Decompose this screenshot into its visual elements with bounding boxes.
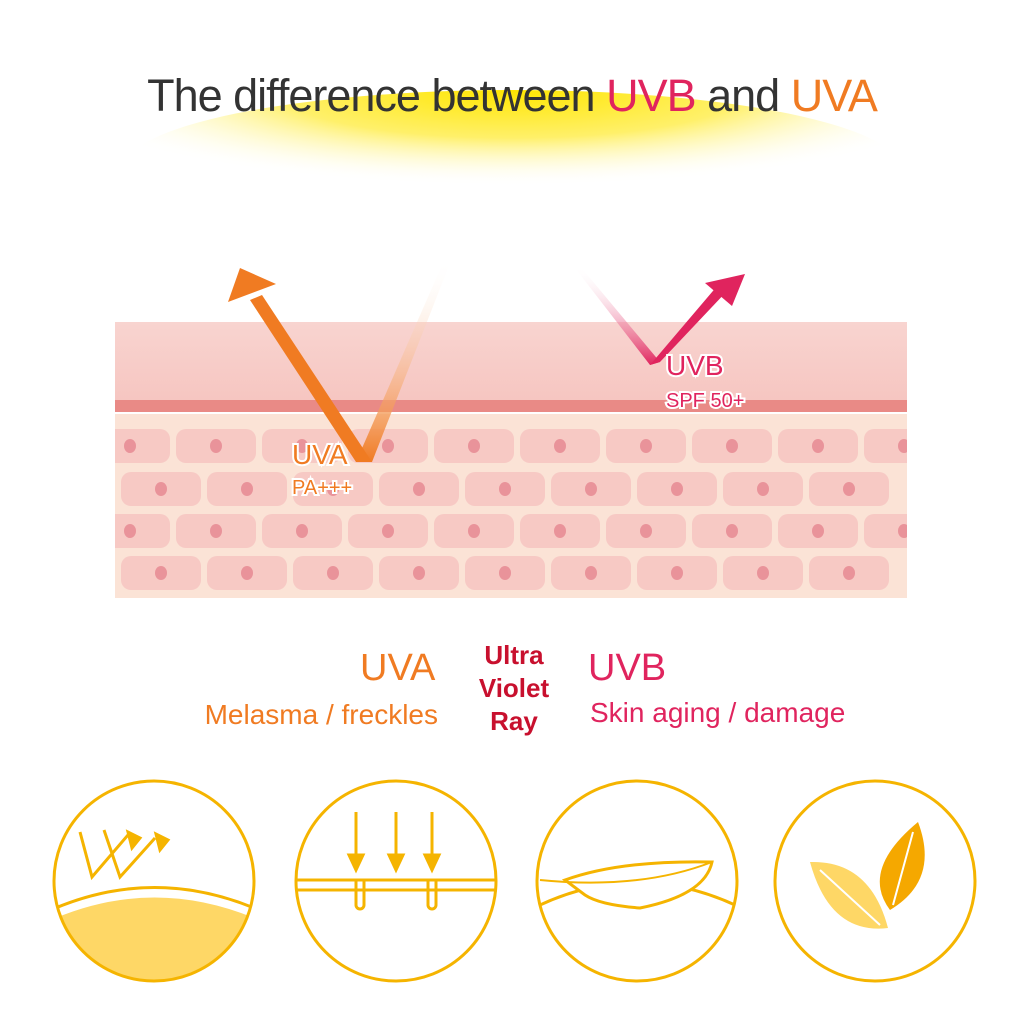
cell-nucleus (812, 524, 824, 538)
skin-cell (4, 429, 84, 463)
cell-nucleus (640, 439, 652, 453)
skin-cell (35, 472, 115, 506)
cell-nucleus (210, 439, 222, 453)
cell-nucleus (241, 482, 253, 496)
uva-arrowhead (228, 268, 276, 302)
skin-cell (115, 514, 170, 548)
cell-nucleus (413, 566, 425, 580)
cell-nucleus (69, 482, 81, 496)
skin-cell (0, 472, 29, 506)
legend-uva-desc: Melasma / freckles (205, 699, 438, 730)
cell-nucleus (413, 482, 425, 496)
title-text: The difference between (147, 70, 607, 121)
epidermis-layer (115, 322, 907, 410)
cell-nucleus (155, 482, 167, 496)
cell-nucleus (124, 439, 136, 453)
uva-ray-in (356, 258, 452, 462)
cell-nucleus (124, 524, 136, 538)
uva-rating: PA+++ (292, 477, 352, 499)
cell-nucleus (812, 439, 824, 453)
skin-boundary (115, 400, 907, 412)
skin-cell (864, 429, 907, 463)
skin-cell (0, 556, 29, 590)
leaves-icon (773, 779, 977, 983)
uvb-ray-out (650, 285, 728, 365)
skin-cell (4, 514, 84, 548)
cell-nucleus (757, 482, 769, 496)
cell-nucleus (468, 524, 480, 538)
title-text: and (695, 70, 791, 121)
cell-nucleus (155, 566, 167, 580)
cell-nucleus (671, 566, 683, 580)
cell-nucleus (38, 524, 50, 538)
cell-nucleus (898, 524, 907, 538)
legend-uvb-title: UVB (588, 647, 666, 689)
skin-cell (35, 556, 115, 590)
cell-nucleus (640, 524, 652, 538)
cell-nucleus (38, 439, 50, 453)
skin-cell (115, 429, 170, 463)
cell-nucleus (69, 566, 81, 580)
cell-nucleus (210, 524, 222, 538)
legend-center-line: Ultra (484, 640, 544, 670)
uvb-label: UVB (666, 350, 724, 381)
uva-ray-out (250, 295, 372, 462)
skin-cells (0, 429, 907, 590)
cell-nucleus (843, 482, 855, 496)
penetration-icon (294, 779, 498, 983)
cell-nucleus (382, 524, 394, 538)
cell-nucleus (327, 482, 339, 496)
cell-nucleus (499, 566, 511, 580)
cell-nucleus (468, 439, 480, 453)
uvb-ray-in (575, 266, 660, 365)
skin-cell (864, 514, 907, 548)
cell-nucleus (898, 439, 907, 453)
cell-nucleus (843, 566, 855, 580)
uvb-arrowhead (705, 274, 745, 306)
cell-nucleus (585, 482, 597, 496)
cell-nucleus (241, 566, 253, 580)
reflection-icon (52, 779, 256, 983)
cell-nucleus (499, 482, 511, 496)
legend-uvb-desc: Skin aging / damage (590, 697, 845, 728)
cell-nucleus (382, 439, 394, 453)
feather-icon (535, 779, 739, 983)
uva-label: UVA (292, 439, 348, 470)
cell-nucleus (726, 439, 738, 453)
title-uvb: UVB (606, 70, 697, 121)
cell-nucleus (296, 439, 308, 453)
cell-nucleus (296, 524, 308, 538)
sun-glow (122, 90, 902, 250)
cell-nucleus (726, 524, 738, 538)
uvb-rating: SPF 50+ (666, 390, 744, 412)
cell-nucleus (554, 439, 566, 453)
cell-nucleus (757, 566, 769, 580)
legend-center-line: Ray (490, 706, 538, 736)
cell-nucleus (554, 524, 566, 538)
cell-nucleus (585, 566, 597, 580)
title-uva: UVA (790, 70, 878, 121)
cell-nucleus (671, 482, 683, 496)
legend-center-line: Violet (479, 673, 550, 703)
legend-uva-title: UVA (360, 647, 436, 689)
page-title: The difference between UVB and UVA (0, 70, 1024, 122)
cell-nucleus (327, 566, 339, 580)
